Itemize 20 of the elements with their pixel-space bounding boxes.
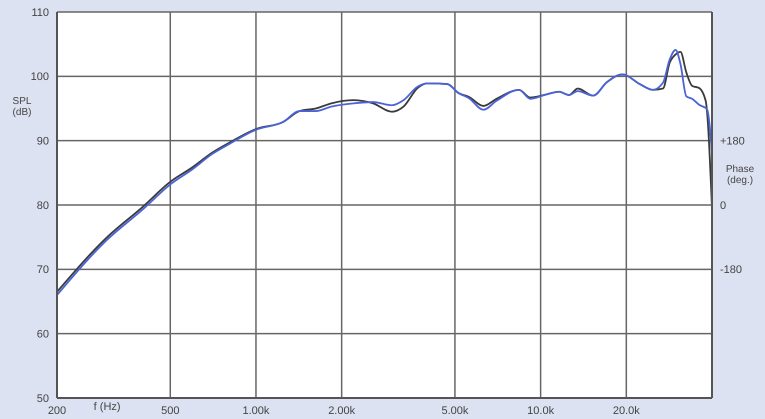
y-tick-label: 50 [36,392,49,405]
x-tick-label: 200 [48,404,66,417]
y-tick-label: 100 [30,71,49,84]
x-tick-label: 5.00k [441,404,469,417]
x-tick-label: 20.0k [612,404,640,417]
x-tick-label: 1.00k [242,404,270,417]
x-tick-label: 2.00k [328,404,356,417]
y2-axis-title: Phase (deg.) [724,164,756,186]
y-axis-title: SPL (dB) [12,96,32,118]
y-tick-label: 70 [36,264,49,276]
y2-tick-label: +180 [720,136,745,148]
x-tick-label: 10.0k [527,404,555,417]
x-tick-label: 500 [161,404,180,417]
y2-tick-label: 0 [720,200,726,212]
y-tick-label: 60 [36,328,49,341]
y-tick-label: 90 [36,136,49,148]
y-tick-label: 80 [36,200,49,212]
y-tick-label: 110 [31,6,49,19]
x-axis-title: f (Hz) [92,401,122,413]
y2-tick-label: -180 [720,264,742,276]
